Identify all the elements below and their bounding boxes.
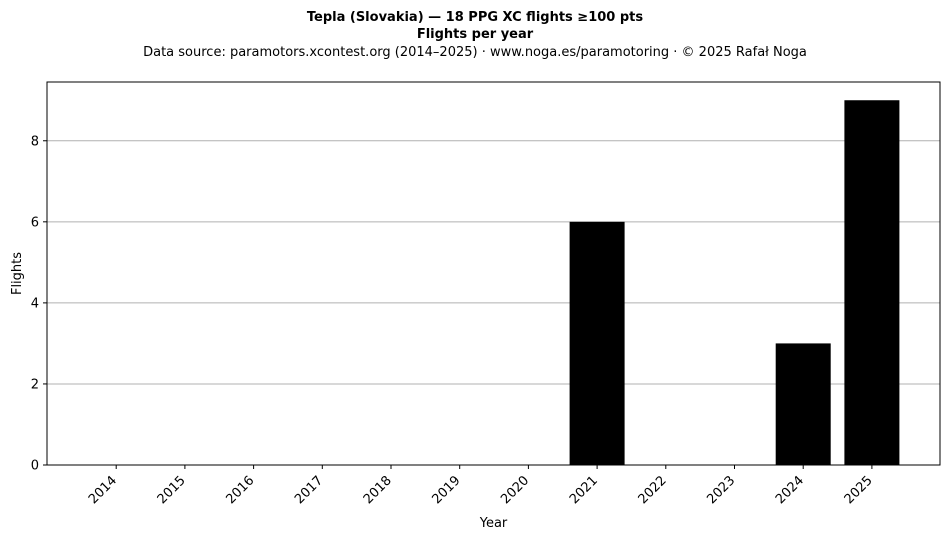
y-tick-label: 0 [31, 459, 39, 474]
x-tick-label: 2023 [704, 473, 738, 507]
y-axis-label: Flights [10, 252, 25, 295]
x-tick-label: 2014 [86, 473, 120, 507]
y-tick-label: 2 [31, 377, 39, 392]
y-tick-label: 8 [31, 134, 39, 149]
bar-2021 [569, 221, 625, 465]
x-tick-label: 2022 [636, 473, 670, 507]
bar-2024 [775, 343, 831, 465]
x-tick-label: 2024 [773, 473, 807, 507]
x-axis: 2014 2015 2016 2017 2018 2019 2020 2021 2022 2023… [86, 465, 876, 507]
y-tick-label: 6 [31, 215, 39, 230]
x-tick-label: 2025 [842, 473, 876, 507]
plot-frame [46, 81, 941, 466]
chart-title-line2: Flights per year [417, 27, 534, 42]
chart-title: Tepla (Slovakia) — 18 PPG XC flights ≥10… [307, 10, 644, 25]
x-tick-label: 2019 [430, 473, 464, 507]
x-tick-label: 2015 [155, 473, 189, 507]
x-axis-label: Year [479, 516, 508, 531]
x-tick-label: 2018 [361, 473, 395, 507]
y-tick-label: 4 [31, 296, 39, 311]
bars [569, 100, 900, 465]
chart-subtitle: Data source: paramotors.xcontest.org (20… [143, 45, 807, 60]
x-tick-label: 2017 [292, 473, 326, 507]
x-tick-label: 2016 [223, 473, 257, 507]
x-tick-label: 2021 [567, 473, 601, 507]
y-axis: 0 2 4 6 8 [31, 134, 47, 474]
bar-2025 [844, 100, 900, 465]
x-tick-label: 2020 [498, 473, 532, 507]
